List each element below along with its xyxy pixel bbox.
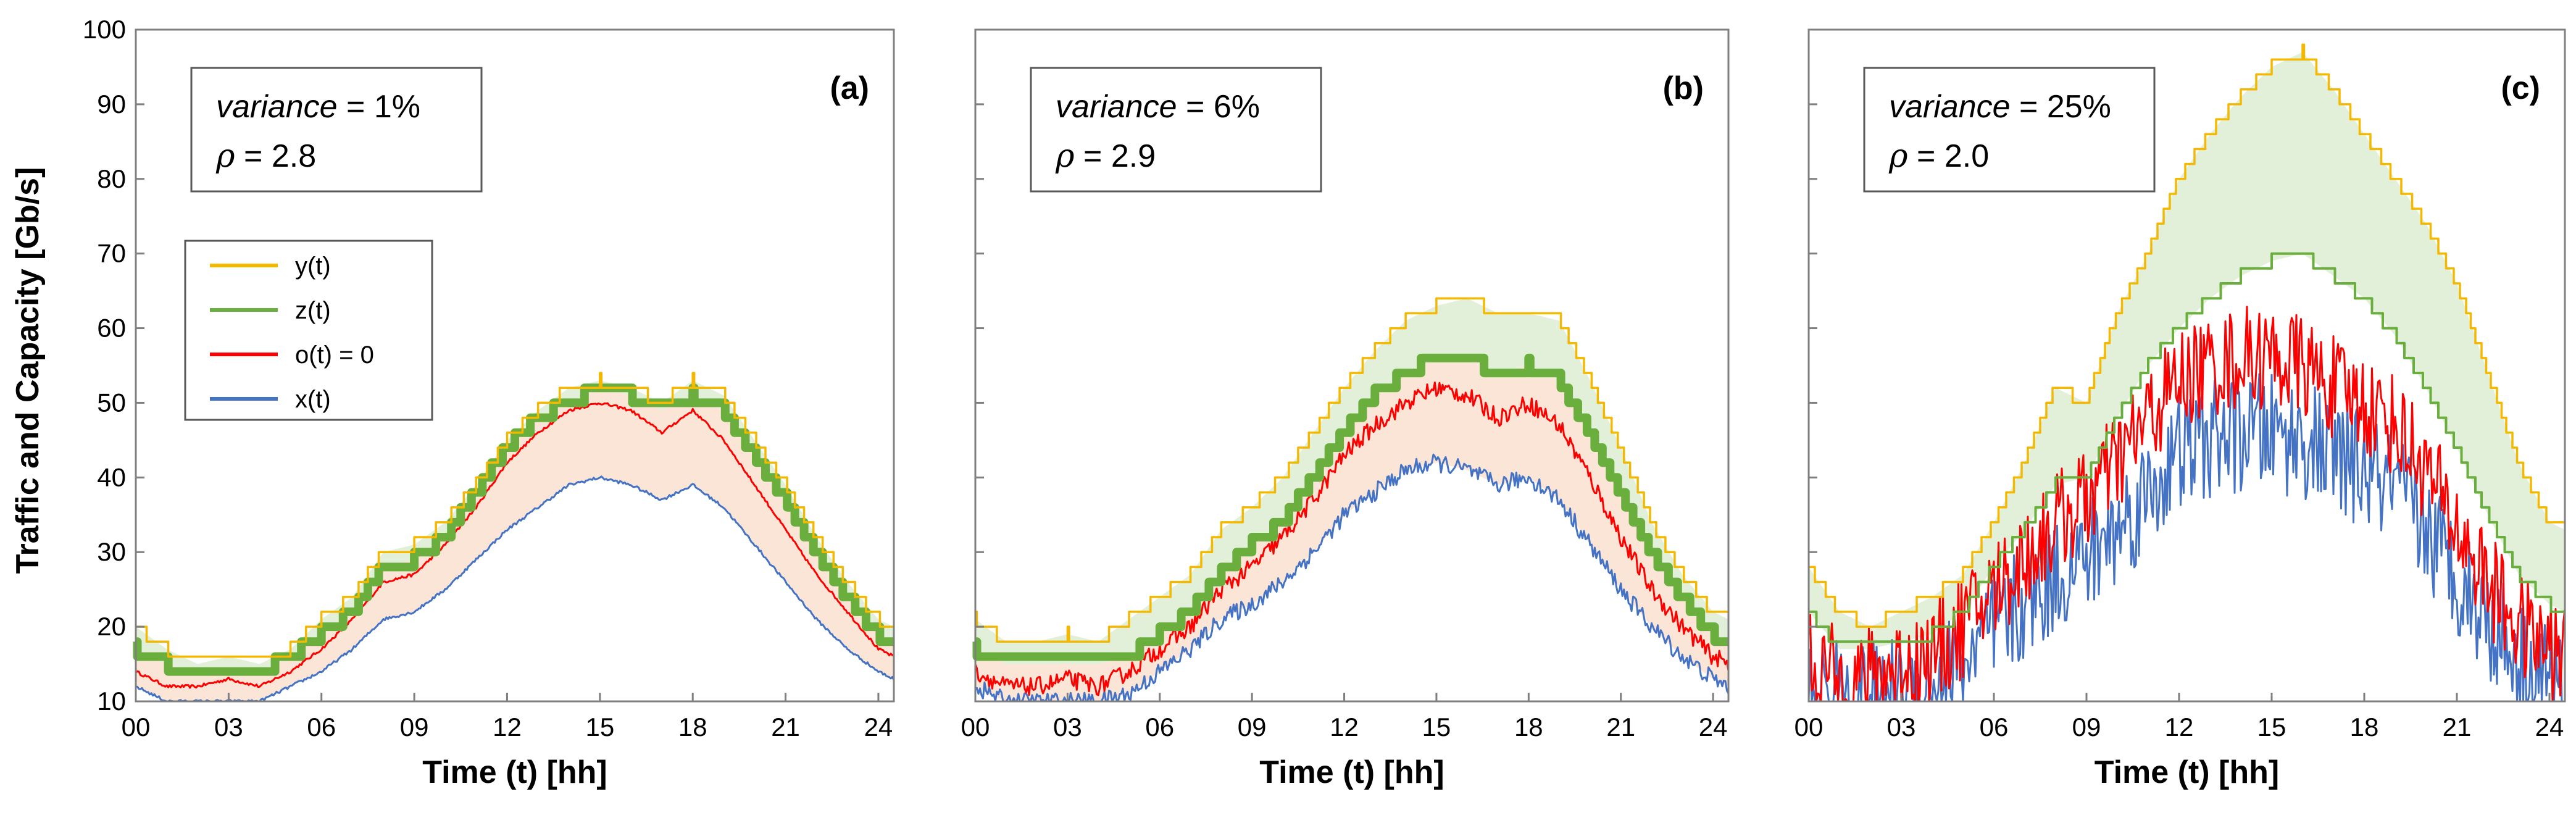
panel-label: (b) <box>1663 70 1704 106</box>
rho-annotation: ρ = 2.0 <box>1888 138 1989 175</box>
rho-annotation: ρ = 2.8 <box>215 138 316 175</box>
x-axis-title: Time (t) [hh] <box>1259 754 1444 790</box>
y-tick-label: 10 <box>97 687 126 716</box>
series-line-xt <box>135 475 895 703</box>
fill-band-1 <box>136 388 894 701</box>
rho-value: = 2.9 <box>1075 138 1156 174</box>
x-tick-label: 18 <box>678 712 707 742</box>
legend-label: z(t) <box>295 297 331 324</box>
rho-value: = 2.0 <box>1908 138 1990 174</box>
y-tick-label: 70 <box>97 239 126 268</box>
chart-panel-2: 00 03 06 09 12 15 18 21 24 Time (t) [hh] (c) varian… <box>1794 28 2566 790</box>
x-tick-label: 18 <box>2350 712 2379 742</box>
variance-value: = 25% <box>2011 89 2111 125</box>
annotation-box <box>1030 67 1322 193</box>
y-tick-label: 30 <box>97 537 126 566</box>
x-tick-label: 06 <box>1980 712 2009 742</box>
y-tick-label: 40 <box>97 462 126 491</box>
fill-band-1 <box>975 357 1728 701</box>
chart-panel-1: 00 03 06 09 12 15 18 21 24 Time (t) [hh] (b) varian… <box>961 28 1732 790</box>
series-line-ot <box>1807 306 2566 703</box>
y-tick-label: 50 <box>97 388 126 417</box>
x-tick-label: 18 <box>1514 712 1543 742</box>
panel-label: (c) <box>2501 70 2540 106</box>
annotation-box <box>1863 67 2156 193</box>
x-tick-label: 09 <box>1238 712 1267 742</box>
x-axis-title: Time (t) [hh] <box>422 754 607 790</box>
y-tick-label: 90 <box>97 90 126 119</box>
x-tick-label: 24 <box>1699 712 1728 742</box>
series-line-ot <box>135 402 894 689</box>
x-tick-label: 03 <box>1887 712 1916 742</box>
variance-annotation: variance = 6% <box>1056 89 1260 125</box>
fill-band-0 <box>1809 52 2565 650</box>
y-tick-label: 20 <box>97 612 126 641</box>
x-tick-label: 21 <box>2443 712 2472 742</box>
x-tick-label: 09 <box>400 712 429 742</box>
series-line-zt <box>972 353 1732 661</box>
x-tick-label: 12 <box>2165 712 2194 742</box>
x-tick-label: 15 <box>1422 712 1451 742</box>
variance-value: = 6% <box>1177 89 1260 125</box>
x-tick-label: 12 <box>493 712 522 742</box>
series-line-yt <box>136 372 894 658</box>
variance-label: variance <box>1056 89 1177 125</box>
x-tick-label: 03 <box>1053 712 1082 742</box>
y-tick-label: 100 <box>83 15 126 44</box>
series-line-yt <box>975 297 1728 643</box>
variance-annotation: variance = 1% <box>216 89 420 125</box>
variance-annotation: variance = 25% <box>1889 89 2111 125</box>
variance-value: = 1% <box>338 89 420 125</box>
rho-label: ρ <box>1055 138 1075 175</box>
plot-frame <box>135 28 895 703</box>
rho-label: ρ <box>1888 138 1908 175</box>
legend-label: y(t) <box>295 253 331 280</box>
x-tick-label: 15 <box>585 712 614 742</box>
plot-frame <box>1807 28 2566 703</box>
rho-label: ρ <box>215 138 235 175</box>
plot-frame <box>974 28 1730 703</box>
x-tick-label: 24 <box>864 712 893 742</box>
legend-label: x(t) <box>295 386 331 413</box>
x-tick-label: 12 <box>1330 712 1359 742</box>
rho-value: = 2.8 <box>235 138 317 174</box>
y-axis-title: Traffic and Capacity [Gb/s] <box>10 167 46 574</box>
panel-label: (a) <box>830 70 869 106</box>
x-axis-title: Time (t) [hh] <box>2095 754 2279 790</box>
rho-annotation: ρ = 2.9 <box>1055 138 1156 175</box>
chart-panel-0: 10 20 30 40 50 60 70 80 90 100 00 03 06 09 12 15 18 21 24 T… <box>83 15 897 790</box>
variance-label: variance <box>216 89 338 125</box>
x-tick-label: 09 <box>2072 712 2101 742</box>
annotation-box <box>190 67 483 193</box>
series-line-ot <box>974 382 1730 696</box>
series-line-zt <box>1809 252 2565 643</box>
x-tick-label: 00 <box>1794 712 1824 742</box>
x-tick-label: 00 <box>961 712 990 742</box>
legend-box <box>184 240 433 421</box>
x-tick-label: 03 <box>214 712 243 742</box>
x-tick-label: 15 <box>2257 712 2286 742</box>
x-tick-label: 21 <box>771 712 800 742</box>
x-tick-label: 24 <box>2535 712 2564 742</box>
x-tick-label: 06 <box>307 712 336 742</box>
y-tick-label: 60 <box>97 314 126 343</box>
series-line-yt <box>1809 43 2565 628</box>
legend-label: o(t) = 0 <box>295 341 374 369</box>
y-tick-label: 80 <box>97 164 126 193</box>
variance-label: variance <box>1889 89 2011 125</box>
x-tick-label: 21 <box>1606 712 1635 742</box>
x-tick-label: 06 <box>1145 712 1174 742</box>
x-tick-label: 00 <box>122 712 151 742</box>
